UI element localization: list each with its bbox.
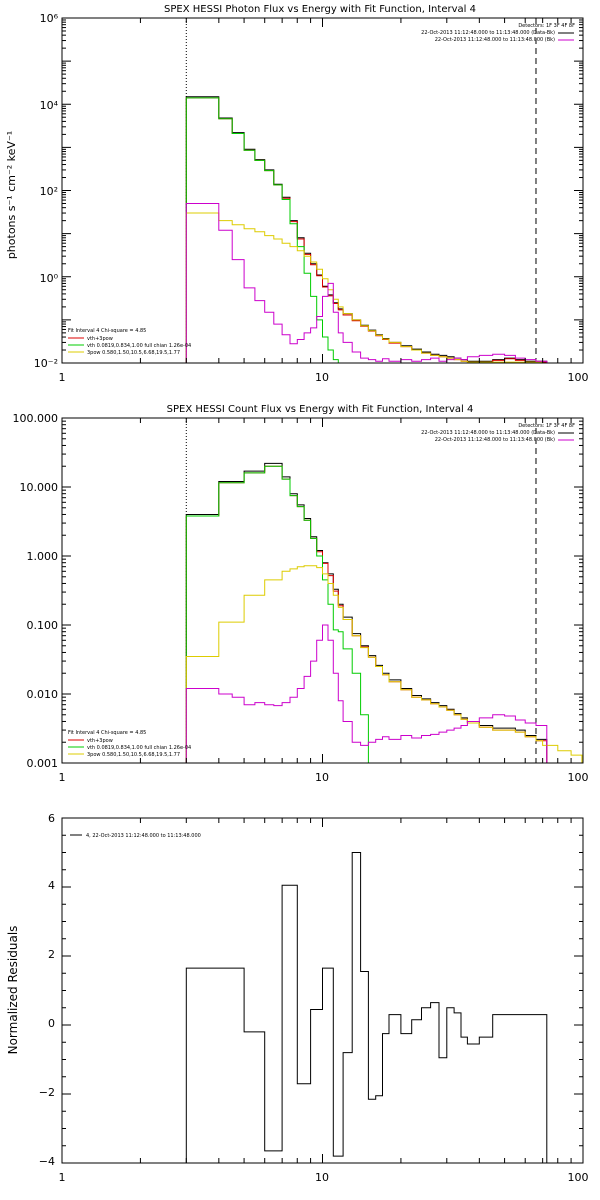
count-y-tick-100.000: 100.000: [13, 412, 59, 425]
photon-y-tick-1e2: 10²: [40, 185, 58, 198]
count-fit-vthpow: vth+3pow: [87, 738, 113, 744]
photon-x-tick-10: 10: [315, 371, 329, 384]
count-y-tick-10.000: 10.000: [20, 481, 59, 494]
photon-y-tick-1e0: 10⁰: [40, 272, 59, 285]
photon-y-axis-label: photons s⁻¹ cm⁻² keV⁻¹: [5, 131, 18, 259]
count-y-tick-0.010: 0.010: [27, 688, 59, 701]
photon-legend-bk: 22-Oct-2013 11:12:48.000 to 11:13:48.000…: [435, 37, 555, 43]
residuals-legend-label: 4, 22-Oct-2013 11:12:48.000 to 11:13:48.…: [86, 833, 201, 839]
photon-chart-marks: [185, 18, 569, 364]
count-legend-bk: 22-Oct-2013 11:12:48.000 to 11:13:48.000…: [435, 437, 555, 443]
residuals-series-0: [185, 852, 548, 1163]
count-y-tick-0.001: 0.001: [27, 757, 59, 770]
count-ticks: [61, 418, 583, 764]
residuals-x-tick-1: 1: [59, 1171, 66, 1184]
count-y-tick-0.100: 0.100: [27, 619, 59, 632]
photon-y-tick-1e4: 10⁴: [40, 99, 59, 112]
photon-legend-header: Detectors: 1F 3F 4F 8F: [518, 23, 575, 29]
count-x-tick-1: 1: [59, 771, 66, 784]
residuals-y-tick-6: 6: [48, 812, 55, 825]
count-chart-title: SPEX HESSI Count Flux vs Energy with Fit…: [167, 404, 474, 415]
count-fit-chi: Fit Interval 4 Chi-square = 4.85: [68, 730, 146, 736]
residuals-y-tick-4: 4: [48, 879, 55, 892]
photon-y-tick-1e6: 10⁶: [40, 12, 59, 25]
photon-x-tick-100: 100: [568, 371, 589, 384]
photon-y-tick-1e-2: 10⁻²: [34, 357, 58, 370]
count-fit-vth: vth 0.0819,0.834,1.00 full chian 1.26e-0…: [87, 745, 191, 751]
photon-series-4: [185, 203, 548, 363]
residuals-y-tick-neg2: −2: [39, 1086, 55, 1099]
count-legend-header: Detectors: 1F 3F 4F 8F: [518, 423, 575, 429]
residuals-x-tick-100: 100: [568, 1171, 589, 1184]
photon-fit-vth: vth 0.0819,0.834,1.00 full chian 1.26e-0…: [87, 343, 191, 349]
count-y-tick-1.000: 1.000: [27, 550, 59, 563]
photon-chart-title: SPEX HESSI Photon Flux vs Energy with Fi…: [164, 4, 476, 15]
count-x-tick-10: 10: [315, 771, 329, 784]
photon-fit-vthpow: vth+3pow: [87, 336, 113, 342]
count-flux-panel: SPEX HESSI Count Flux vs Energy with Fit…: [13, 404, 589, 784]
residuals-x-tick-10: 10: [315, 1171, 329, 1184]
photon-legend-data: 22-Oct-2013 11:12:48.000 to 11:13:48.000…: [421, 30, 555, 36]
residuals-y-tick-neg4: −4: [39, 1155, 55, 1168]
photon-x-tick-1: 1: [59, 371, 66, 384]
count-fit-3pow: 3pow 0.580,1.50,10.5,6.68,19.5,1.77: [87, 752, 180, 758]
residuals-y-axis-label: Normalized Residuals: [6, 926, 20, 1055]
count-chart-marks: [185, 418, 583, 764]
residuals-chart-marks: [185, 852, 548, 1163]
photon-flux-panel: SPEX HESSI Photon Flux vs Energy with Fi…: [5, 4, 589, 384]
count-x-tick-100: 100: [568, 771, 589, 784]
photon-series-0: [185, 96, 548, 363]
photon-ticks: [61, 18, 583, 364]
count-series-3: [185, 565, 583, 763]
residuals-ticks: [61, 817, 583, 1164]
residuals-y-tick-2: 2: [48, 948, 55, 961]
count-series-2: [185, 465, 377, 764]
count-series-1: [185, 465, 548, 763]
photon-fit-3pow: 3pow 0.580,1.50,10.5,6.68,19.5,1.77: [87, 350, 180, 356]
residuals-panel: Normalized Residuals 1 10 100 −4 −2 0 2 …: [6, 812, 589, 1184]
photon-series-2: [185, 97, 383, 364]
photon-series-1: [185, 97, 548, 363]
count-plot-frame: [61, 417, 584, 764]
residuals-y-tick-0: 0: [48, 1017, 55, 1030]
count-series-4: [185, 624, 548, 763]
photon-series-3: [185, 212, 569, 364]
photon-fit-chi: Fit Interval 4 Chi-square = 4.85: [68, 328, 146, 334]
count-legend-data: 22-Oct-2013 11:12:48.000 to 11:13:48.000…: [421, 430, 555, 436]
